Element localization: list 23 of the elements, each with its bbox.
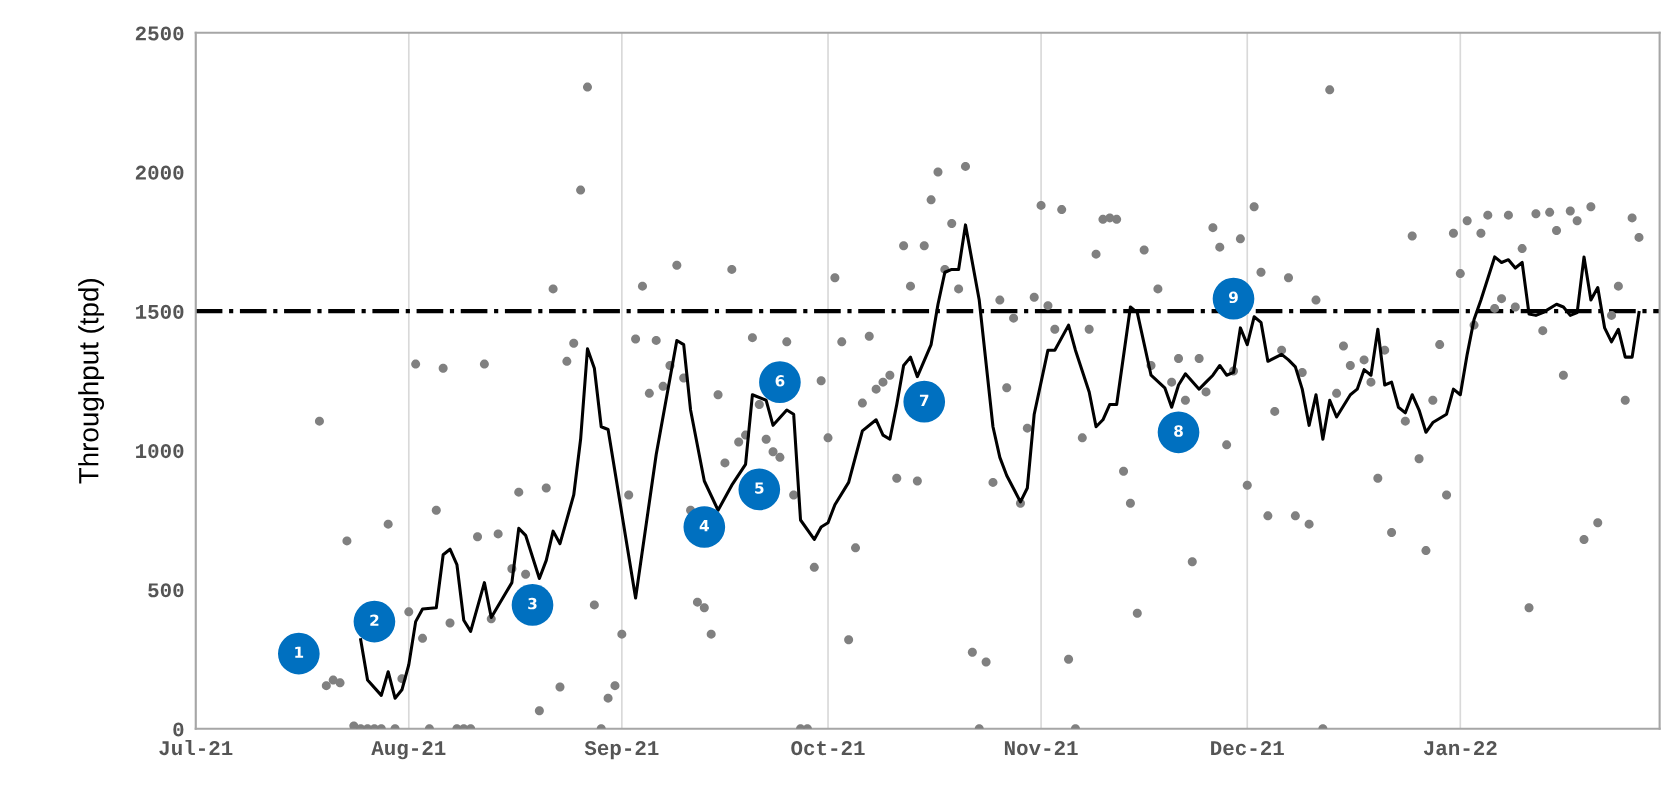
x-tick-label: Jul-21 bbox=[159, 739, 233, 756]
annotation: 2 bbox=[370, 614, 379, 626]
annotation: 3 bbox=[528, 597, 537, 610]
y-tick-label: 1000 bbox=[136, 444, 184, 459]
x-tick-label: Nov-21 bbox=[1004, 741, 1078, 756]
annotation: 5 bbox=[755, 482, 764, 494]
x-tick-label: Oct-21 bbox=[791, 741, 865, 756]
x-tick-label: Jan-22 bbox=[1423, 741, 1497, 756]
y-axis-title: Throughput (tpd) bbox=[78, 279, 105, 484]
y-tick-label: 500 bbox=[148, 583, 184, 598]
y-tick-label: 2500 bbox=[135, 26, 184, 41]
annotation: 7 bbox=[919, 394, 929, 406]
y-tick-label: 1500 bbox=[136, 304, 184, 319]
y-tick-label: 2000 bbox=[135, 165, 184, 180]
annotation: 6 bbox=[775, 375, 785, 387]
annotation: 4 bbox=[699, 520, 709, 532]
annotation: 8 bbox=[1174, 425, 1183, 437]
x-tick-label: Aug-21 bbox=[371, 740, 446, 760]
x-tick-label: Dec-21 bbox=[1211, 741, 1284, 756]
annotation: 9 bbox=[1228, 291, 1238, 304]
annotation: 1 bbox=[295, 646, 304, 658]
y-tick-label: 0 bbox=[173, 722, 184, 737]
x-tick-label: Sep-21 bbox=[584, 741, 659, 760]
